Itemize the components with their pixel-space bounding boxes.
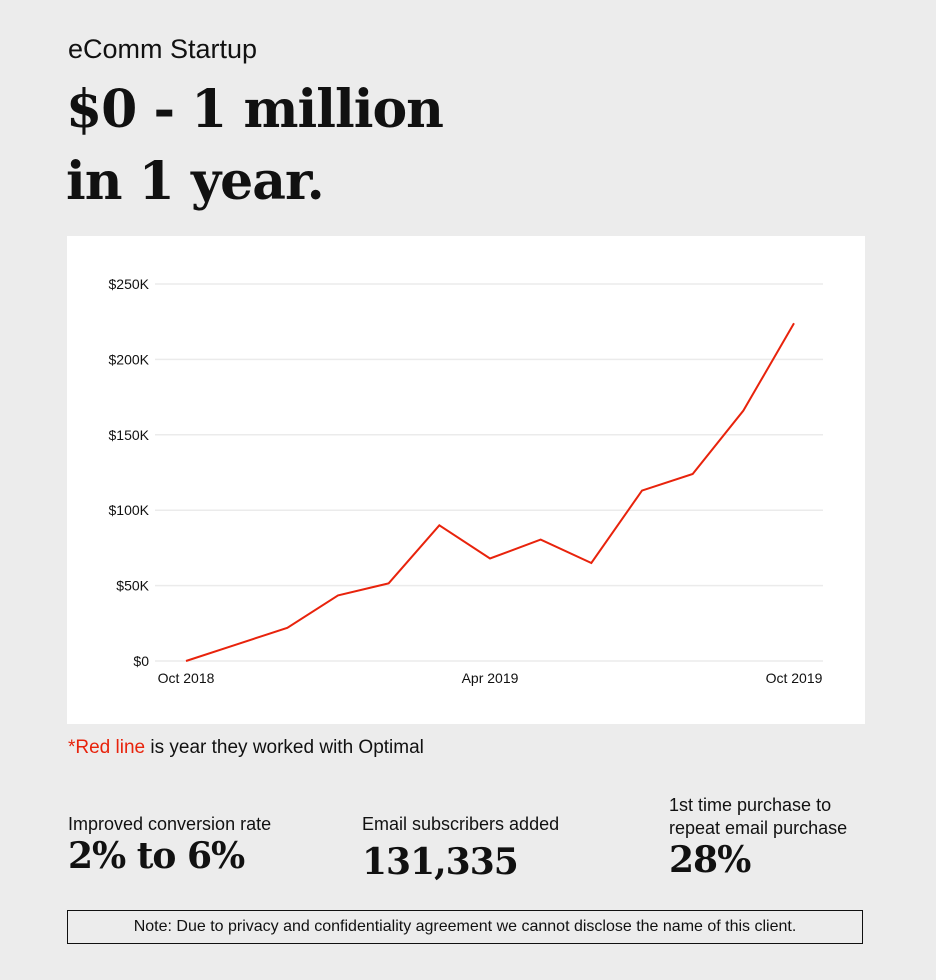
- stat-label: Email subscribers added: [362, 814, 560, 834]
- title-line-2: in 1 year.: [66, 151, 325, 212]
- y-tick-label: $100K: [109, 502, 150, 518]
- x-tick-label: Oct 2019: [766, 670, 823, 686]
- y-tick-label: $50K: [116, 578, 149, 594]
- x-tick-label: Apr 2019: [462, 670, 519, 686]
- stat-repeat-purchase: 1st time purchase to repeat email purcha…: [669, 794, 847, 880]
- line-chart: $0 $50K $100K $150K $200K $250K Oct 2018 Apr 20…: [109, 276, 823, 686]
- stat-value: 131,335: [362, 841, 519, 883]
- caption-highlight: *Red line: [68, 737, 146, 758]
- y-tick-label: $250K: [109, 276, 150, 292]
- stat-value: 2% to 6%: [68, 835, 245, 877]
- y-tick-label: $200K: [109, 351, 150, 367]
- subtitle: eComm Startup: [68, 34, 258, 64]
- title-line-1: $0 - 1 million: [66, 79, 444, 140]
- disclaimer-box: Note: Due to privacy and confidentiality…: [67, 910, 863, 944]
- revenue-line: [185, 322, 795, 662]
- chart-card: $0 $50K $100K $150K $200K $250K Oct 2018 Apr 20…: [67, 236, 865, 724]
- y-tick-label: $0: [133, 653, 149, 669]
- stat-value: 28%: [669, 839, 751, 881]
- y-tick-label: $150K: [109, 427, 150, 443]
- stat-label-line-2: repeat email purchase: [669, 818, 848, 838]
- stat-subscribers: Email subscribers added 131,335: [362, 813, 559, 882]
- stat-conversion: Improved conversion rate 2% to 6%: [68, 813, 271, 876]
- stat-label-line-1: 1st time purchase to: [669, 795, 832, 815]
- x-tick-label: Oct 2018: [158, 670, 215, 686]
- caption-text: is year they worked with Optimal: [145, 737, 424, 758]
- stat-label: Improved conversion rate: [68, 814, 272, 834]
- chart-caption: *Red line is year they worked with Optim…: [68, 737, 424, 759]
- page-title: $0 - 1 million in 1 year.: [66, 74, 444, 218]
